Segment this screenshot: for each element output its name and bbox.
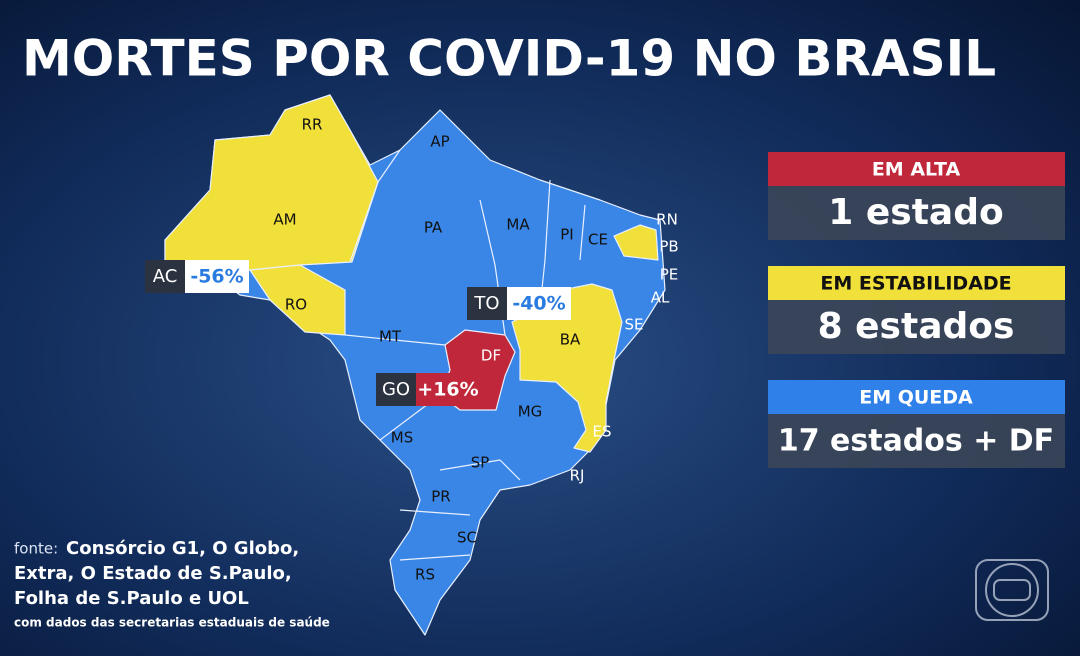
callout-state-box xyxy=(467,287,507,320)
callout-change-box xyxy=(416,373,480,406)
legend-value-box xyxy=(768,414,1065,468)
callout-state: TO xyxy=(473,293,499,314)
source-line: Extra, O Estado de S.Paulo, xyxy=(14,563,292,584)
state-label: PB xyxy=(659,238,678,256)
state-label: PE xyxy=(660,266,679,284)
source-line: Folha de S.Paulo e UOL xyxy=(14,588,249,609)
source-prefix: fonte: xyxy=(14,540,58,558)
source: fonte: Consórcio G1, O Globo, Extra, O E… xyxy=(14,538,330,630)
state-label: CE xyxy=(588,231,608,249)
state-label: RO xyxy=(285,296,307,314)
map xyxy=(164,94,666,636)
state-label: PI xyxy=(560,226,573,244)
state-label: MT xyxy=(379,328,402,346)
callouts: AC -56% TO -40% GO +16% xyxy=(145,260,571,406)
legend-label: EM ALTA xyxy=(872,159,961,181)
callout-change: +16% xyxy=(417,379,478,401)
legend-value: 8 estados xyxy=(818,306,1015,347)
state-label: MG xyxy=(518,403,543,421)
legend-value: 1 estado xyxy=(828,192,1003,233)
state-label: SP xyxy=(471,454,490,472)
state-label: DF xyxy=(481,347,501,365)
legend-value: 17 estados + DF xyxy=(778,424,1054,459)
state-label: AL xyxy=(651,289,670,307)
title: MORTES POR COVID-19 NO BRASIL xyxy=(22,30,996,88)
source-note: com dados das secretarias estaduais de s… xyxy=(14,616,330,630)
state-label: SC xyxy=(457,529,477,547)
state-label: RN xyxy=(656,211,678,229)
callout-state: AC xyxy=(153,266,178,287)
state-label: BA xyxy=(560,331,581,349)
state-labels: RR AP AM PA MA PI CE RN PB PE AL SE BA MT DF MG MS ES SP RJ… xyxy=(273,116,678,584)
state-label: MA xyxy=(506,216,530,234)
state-label: ES xyxy=(593,423,612,441)
callout-change: -56% xyxy=(190,266,243,288)
callout-state-box xyxy=(145,260,185,293)
legend-header-box xyxy=(768,152,1065,186)
state-label: RS xyxy=(415,566,435,584)
legend-header-box xyxy=(768,380,1065,414)
legend-label: EM ESTABILIDADE xyxy=(820,273,1011,295)
state-label: SE xyxy=(625,316,644,334)
state-label: RR xyxy=(302,116,323,134)
legend-value-box xyxy=(768,186,1065,240)
state-label: AP xyxy=(430,133,449,151)
legend-header-box xyxy=(768,266,1065,300)
state-label: MS xyxy=(391,429,413,447)
state-label: PA xyxy=(424,219,443,237)
callout-change-box xyxy=(185,260,249,293)
callout-change: -40% xyxy=(512,293,565,315)
state-label: RJ xyxy=(570,467,585,485)
state-label: PR xyxy=(431,488,450,506)
callout-state: GO xyxy=(382,379,410,400)
legend-value-box xyxy=(768,300,1065,354)
state-label: AM xyxy=(273,211,296,229)
logo xyxy=(975,559,1049,621)
source-line: Consórcio G1, O Globo, xyxy=(66,538,299,559)
callout-state-box xyxy=(376,373,416,406)
legend: EM ALTA 1 estado EM ESTABILIDADE 8 estados E… xyxy=(768,152,1065,468)
legend-label: EM QUEDA xyxy=(859,387,973,409)
callout-change-box xyxy=(507,287,571,320)
